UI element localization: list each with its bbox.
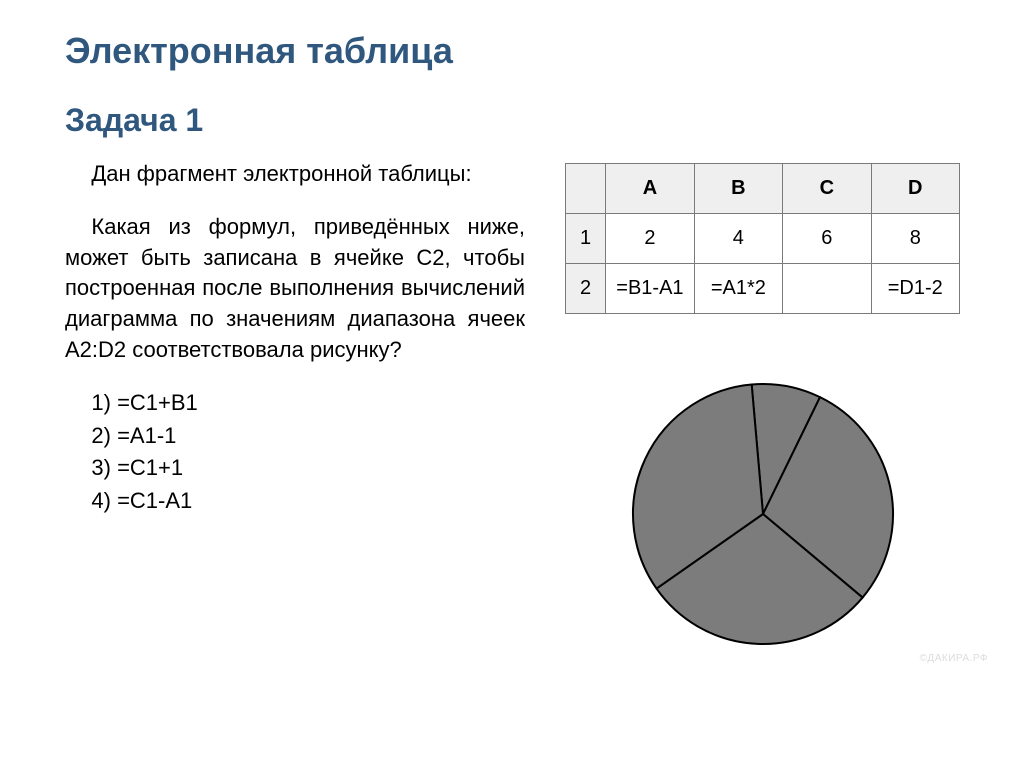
pie-chart xyxy=(613,364,913,664)
corner-cell xyxy=(566,164,606,214)
table-row: 2 =B1-A1 =A1*2 =D1-2 xyxy=(566,264,960,314)
watermark: ©ДАКИРА.РФ xyxy=(920,653,988,664)
cell-a1: 2 xyxy=(606,214,694,264)
option-1: 1) =С1+В1 xyxy=(65,388,525,419)
option-3: 3) =С1+1 xyxy=(65,453,525,484)
cell-b2: =A1*2 xyxy=(694,264,782,314)
task-subtitle: Задача 1 xyxy=(65,102,959,139)
cell-d1: 8 xyxy=(871,214,959,264)
option-4: 4) =С1-А1 xyxy=(65,486,525,517)
page-title: Электронная таблица xyxy=(65,30,959,72)
cell-c2 xyxy=(783,264,871,314)
pie-chart-wrap: ©ДАКИРА.РФ xyxy=(565,354,960,664)
cell-a2: =B1-A1 xyxy=(606,264,694,314)
intro-paragraph: Дан фрагмент электронной таблицы: xyxy=(65,159,525,190)
col-header-b: B xyxy=(694,164,782,214)
left-column: Дан фрагмент электронной таблицы: Какая … xyxy=(65,159,525,664)
spreadsheet-table: A B C D 1 2 4 6 8 2 =B1-A1 =A1*2 =D1-2 xyxy=(565,163,960,314)
answer-options: 1) =С1+В1 2) =А1-1 3) =С1+1 4) =С1-А1 xyxy=(65,388,525,517)
content-row: Дан фрагмент электронной таблицы: Какая … xyxy=(65,159,959,664)
col-header-a: A xyxy=(606,164,694,214)
cell-c1: 6 xyxy=(783,214,871,264)
question-paragraph: Какая из формул, приведённых ниже, может… xyxy=(65,212,525,366)
table-header-row: A B C D xyxy=(566,164,960,214)
table-row: 1 2 4 6 8 xyxy=(566,214,960,264)
right-column: A B C D 1 2 4 6 8 2 =B1-A1 =A1*2 =D1-2 xyxy=(565,159,960,664)
row-header-2: 2 xyxy=(566,264,606,314)
cell-b1: 4 xyxy=(694,214,782,264)
col-header-c: C xyxy=(783,164,871,214)
option-2: 2) =А1-1 xyxy=(65,421,525,452)
col-header-d: D xyxy=(871,164,959,214)
cell-d2: =D1-2 xyxy=(871,264,959,314)
row-header-1: 1 xyxy=(566,214,606,264)
